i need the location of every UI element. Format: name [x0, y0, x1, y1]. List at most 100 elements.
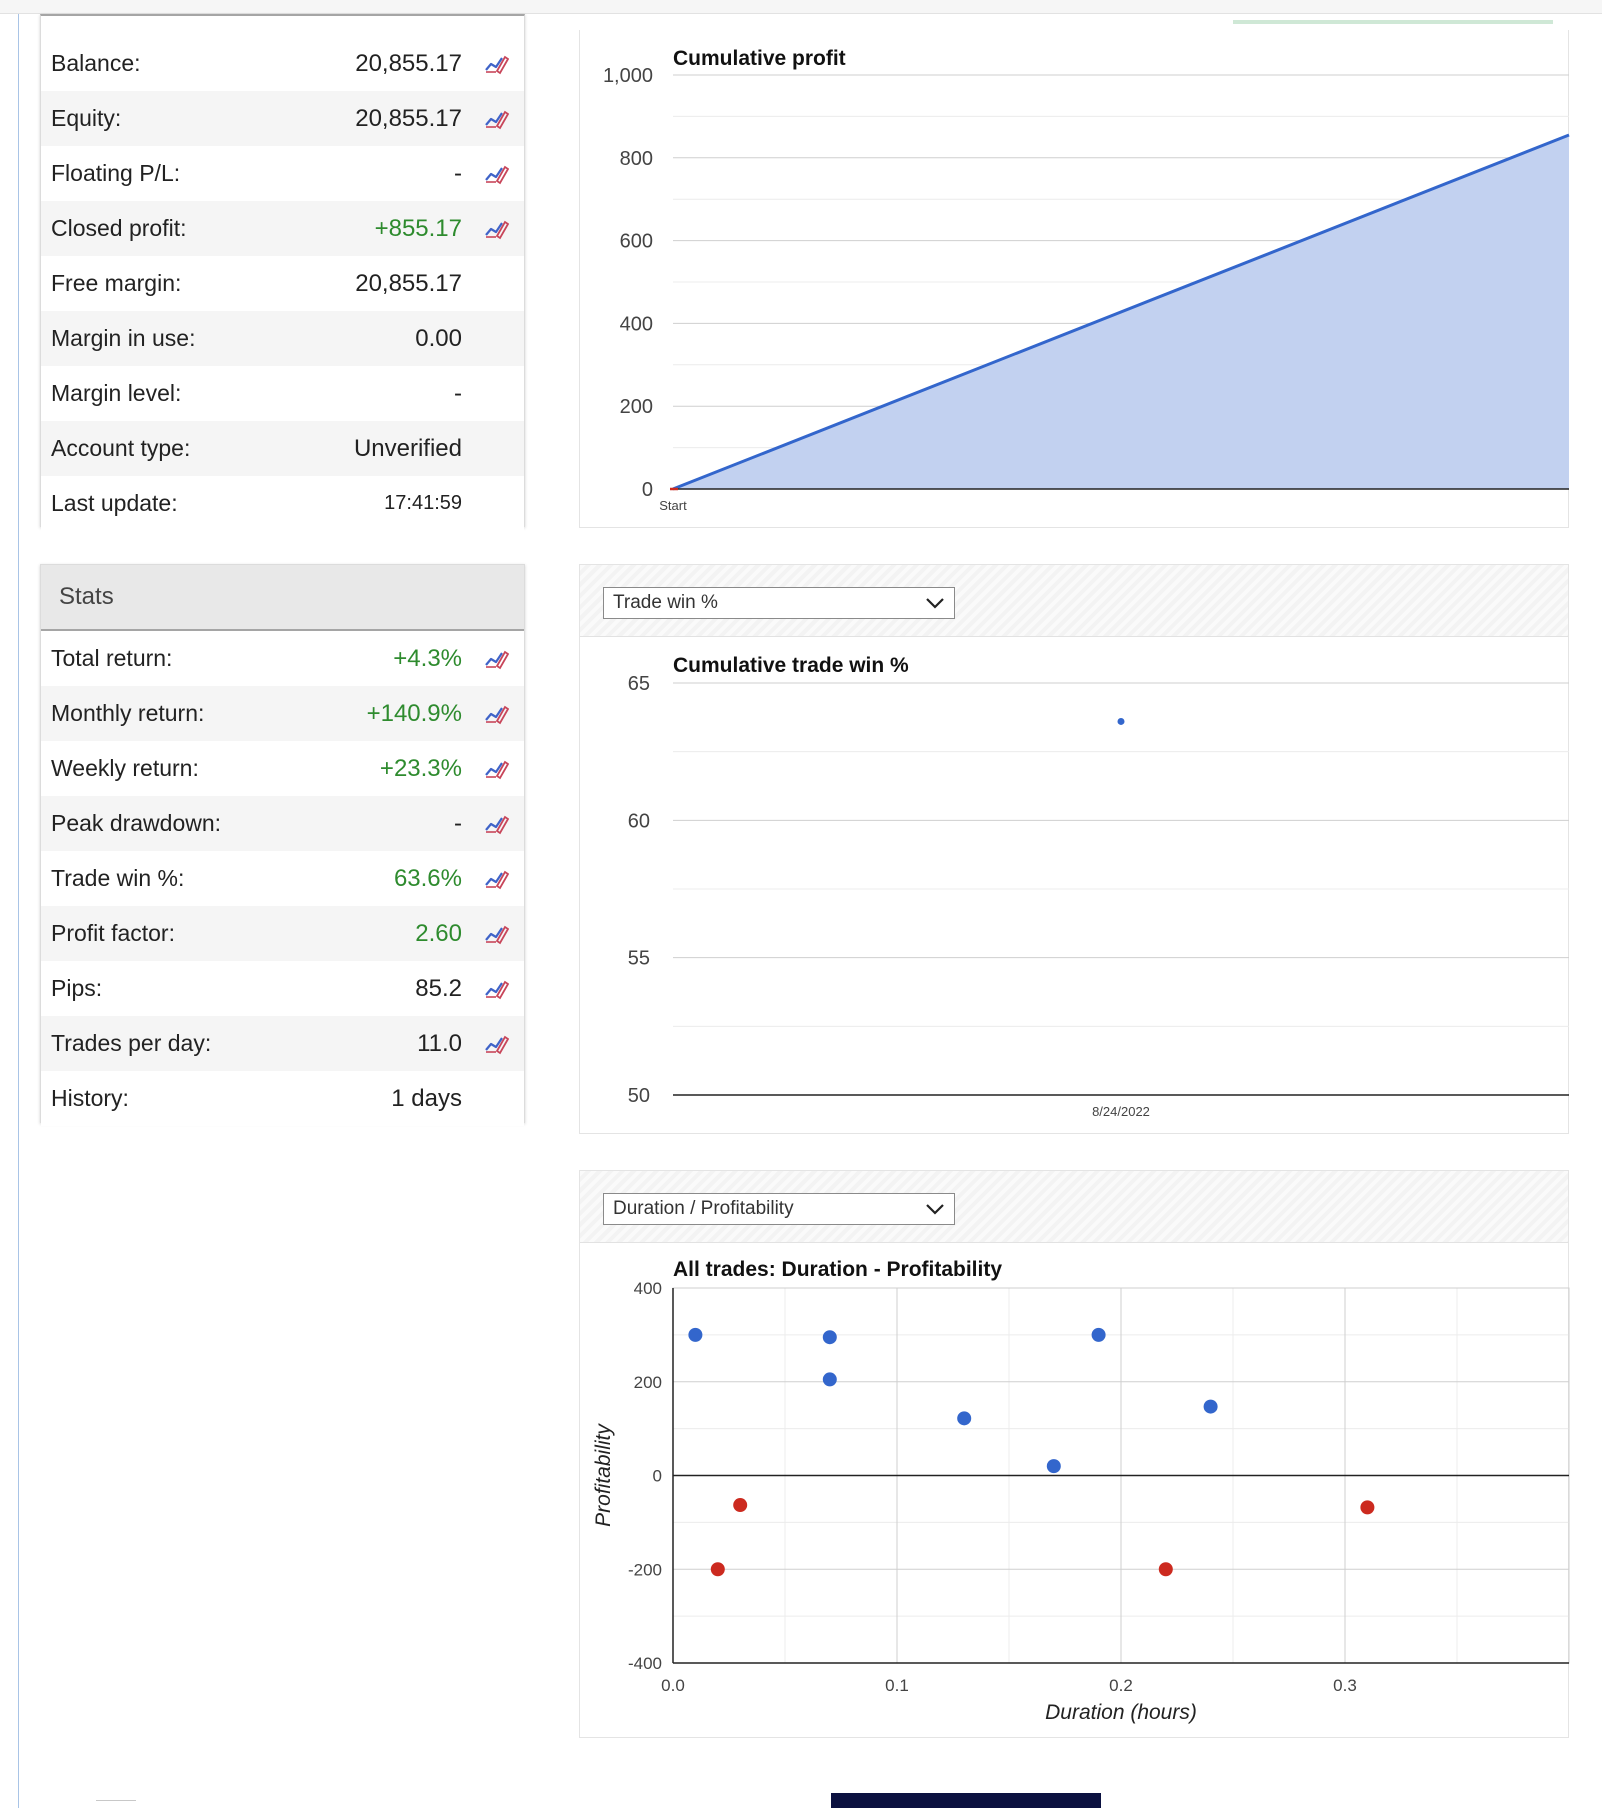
stats-label: Total return: [51, 645, 173, 671]
stats-value: 11.0 [417, 1029, 462, 1057]
stats-value: +140.9% [366, 699, 462, 727]
loss-point [1360, 1500, 1375, 1515]
account-value: 17:41:59 [384, 492, 462, 514]
chart-edit-icon[interactable] [476, 699, 516, 729]
stats-label: Pips: [51, 975, 103, 1001]
duration-profitability-chart: 0.0 0.1 0.2 0.3 -400 -200 0 200 400 All trades: D… [592, 1258, 1570, 1724]
y-tick-label: 55 [628, 948, 650, 970]
trade-win-panel-header: Trade win % [580, 565, 1568, 637]
x-tick-label: 0.3 [1333, 1676, 1357, 1695]
profit-point [1203, 1399, 1218, 1414]
chevron-down-icon [926, 598, 944, 609]
account-label: Balance: [51, 50, 141, 76]
stats-label: Weekly return: [51, 755, 199, 781]
x-tick-label: 0.0 [661, 1676, 685, 1695]
profit-point [822, 1372, 837, 1387]
account-value: 20,855.17 [355, 49, 462, 77]
loss-point [710, 1562, 725, 1577]
chart-edit-icon[interactable] [476, 644, 516, 674]
chart-type-select[interactable]: Trade win % [603, 587, 955, 619]
stats-row: Pips: 85.2 [41, 961, 524, 1016]
stats-value: 85.2 [415, 974, 462, 1002]
account-label: Margin in use: [51, 325, 196, 351]
stats-label: Monthly return: [51, 700, 205, 726]
stats-label: Profit factor: [51, 920, 175, 946]
cumulative-profit-panel: 0 200 400 600 800 1,000 Start Cumulative profit [579, 30, 1570, 528]
cumulative-trade-win-chart: 50 55 60 65 8/24/2022 Cumulative trade win % [628, 654, 1569, 1119]
account-value: +855.17 [374, 214, 462, 242]
chart-edit-icon[interactable] [476, 214, 516, 244]
account-rows: Balance: 20,855.17 Equity: 20,855.17 Floatin… [41, 36, 524, 531]
stats-row: Peak drawdown: - [41, 796, 524, 851]
profit-point [1046, 1459, 1061, 1474]
x-tick-label: 0.1 [885, 1676, 909, 1695]
account-label: Free margin: [51, 270, 182, 296]
page-border [18, 14, 19, 1808]
stats-rows: Total return: +4.3% Monthly return: +140.9%… [41, 631, 524, 1126]
chart-edit-icon[interactable] [476, 159, 516, 189]
chart-edit-icon[interactable] [476, 809, 516, 839]
data-point [1117, 717, 1125, 725]
chart-type-select-2[interactable]: Duration / Profitability [603, 1193, 955, 1225]
stats-panel: Stats Total return: +4.3% Monthly return: +… [40, 564, 525, 1126]
chart-edit-icon[interactable] [476, 754, 516, 784]
y-tick-label: 0 [642, 479, 653, 501]
stats-row: Monthly return: +140.9% [41, 686, 524, 741]
y-tick-label: 200 [620, 396, 653, 418]
account-row: Account type: Unverified [41, 421, 524, 476]
y-tick-label: -400 [628, 1654, 662, 1673]
y-tick-label: 800 [620, 148, 653, 170]
account-row: Margin in use: 0.00 [41, 311, 524, 366]
duration-panel-header: Duration / Profitability [580, 1171, 1568, 1243]
stats-value: +23.3% [379, 754, 462, 782]
bottom-button[interactable] [831, 1793, 1101, 1808]
chart-title: All trades: Duration - Profitability [673, 1258, 1002, 1281]
account-label: Closed profit: [51, 215, 187, 241]
y-tick-label: 1,000 [603, 65, 653, 87]
stats-row: Trades per day: 11.0 [41, 1016, 524, 1071]
cumulative-profit-chart: 0 200 400 600 800 1,000 Start Cumulative profit [603, 47, 1570, 513]
chart-type-select-value: Trade win % [613, 592, 718, 613]
account-row: Balance: 20,855.17 [41, 36, 524, 91]
stats-row: Profit factor: 2.60 [41, 906, 524, 961]
account-value: 20,855.17 [355, 269, 462, 297]
chart-edit-icon[interactable] [476, 864, 516, 894]
y-tick-label: 50 [628, 1085, 650, 1107]
chevron-down-icon [926, 1204, 944, 1215]
chart-title: Cumulative trade win % [673, 654, 909, 677]
chart-edit-icon[interactable] [476, 919, 516, 949]
profit-point [822, 1330, 837, 1345]
account-label: Floating P/L: [51, 160, 181, 186]
profit-point [1091, 1327, 1106, 1342]
y-tick-label: -200 [628, 1560, 662, 1579]
account-value: 0.00 [415, 324, 462, 352]
profit-point [688, 1327, 703, 1342]
duration-profitability-panel: Duration / Profitability 0.0 0.1 0.2 0.3 -40… [579, 1170, 1570, 1738]
stats-label: History: [51, 1085, 129, 1111]
y-tick-label: 65 [628, 673, 650, 695]
stats-value: - [454, 809, 462, 837]
trade-win-panel: Trade win % 50 55 60 65 8/24/2022 Cumulative … [579, 564, 1569, 1134]
loss-point [1158, 1562, 1173, 1577]
stats-row: Weekly return: +23.3% [41, 741, 524, 796]
top-accent-strip [1233, 20, 1553, 24]
stats-row: History: 1 days [41, 1071, 524, 1126]
y-tick-label: 0 [653, 1467, 662, 1486]
account-label: Account type: [51, 435, 191, 461]
chart-edit-icon[interactable] [476, 49, 516, 79]
account-row: Equity: 20,855.17 [41, 91, 524, 146]
series-line [672, 133, 1570, 491]
x-tick-label: Start [659, 498, 687, 513]
loss-point [733, 1498, 748, 1513]
chart-edit-icon[interactable] [476, 974, 516, 1004]
account-row: Last update: 17:41:59 [41, 476, 524, 531]
stats-row: Total return: +4.3% [41, 631, 524, 686]
account-row: Floating P/L: - [41, 146, 524, 201]
account-label: Margin level: [51, 380, 182, 406]
x-axis-title: Duration (hours) [1045, 1701, 1197, 1724]
chart-edit-icon[interactable] [476, 1029, 516, 1059]
account-label: Last update: [51, 490, 178, 516]
chart-edit-icon[interactable] [476, 104, 516, 134]
account-row: Free margin: 20,855.17 [41, 256, 524, 311]
y-tick-label: 200 [634, 1373, 662, 1392]
